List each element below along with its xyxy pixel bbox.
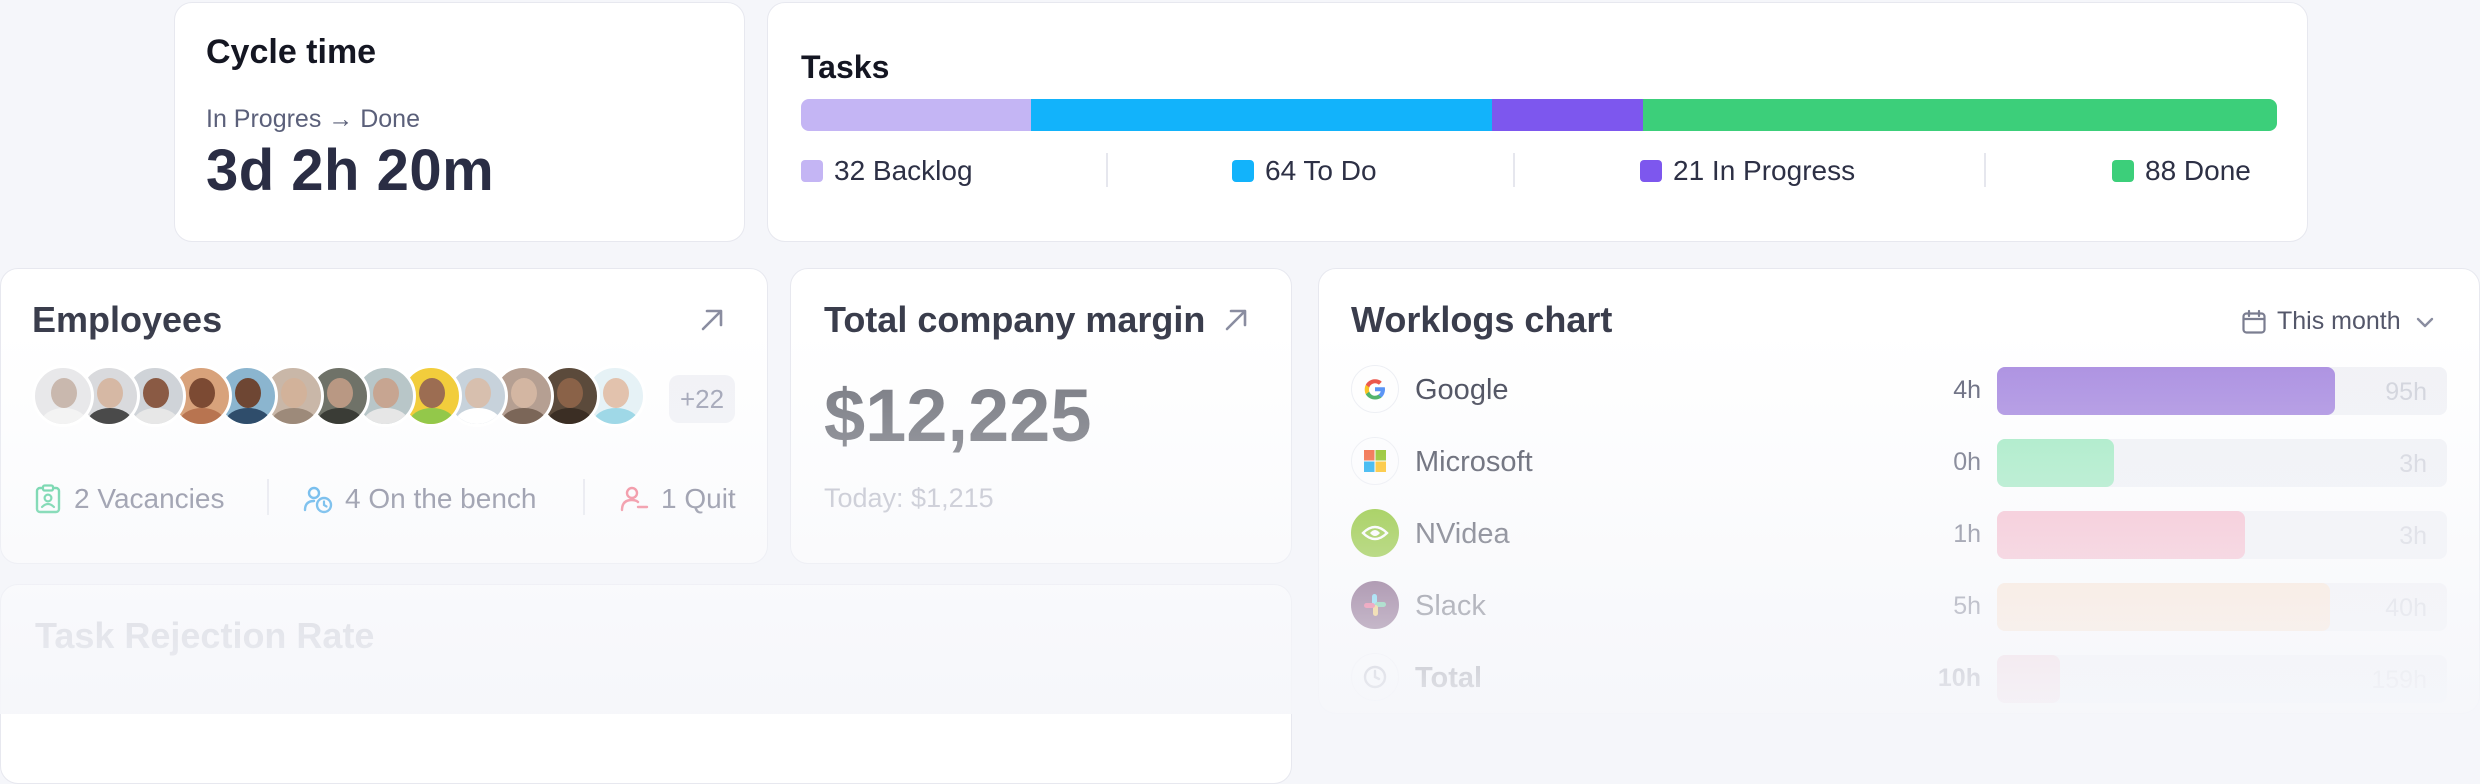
arrow-up-right-icon[interactable] — [1221, 305, 1251, 335]
legend-label: 88 Done — [2145, 155, 2251, 186]
worklog-bar-fill — [1997, 511, 2245, 559]
worklog-row-microsoft[interactable]: Microsoft 0h 3h — [1351, 437, 2463, 487]
avatar-group[interactable] — [32, 365, 652, 429]
employees-card: Employees +22 2 Vacancies 4 On the bench… — [0, 268, 768, 564]
worklog-company-name: NVidea — [1415, 518, 1510, 550]
worklog-total-label: Total — [1415, 662, 1483, 694]
legend-divider — [1513, 153, 1515, 187]
microsoft-logo-icon — [1351, 437, 1399, 485]
worklog-total: 159h — [2371, 666, 2427, 694]
worklog-bar-track: 40h — [1997, 583, 2447, 631]
avatar[interactable] — [32, 365, 94, 427]
tasks-bar-backlog[interactable] — [801, 99, 1032, 131]
worklog-company-name: Google — [1415, 374, 1509, 406]
worklog-hours: 1h — [1953, 520, 1981, 548]
worklog-bar-track: 3h — [1997, 511, 2447, 559]
worklog-hours: 4h — [1953, 376, 1981, 404]
tasks-title: Tasks — [801, 49, 890, 85]
worklog-row-nvidea[interactable]: NVidea 1h 3h — [1351, 509, 2463, 559]
task-rejection-title: Task Rejection Rate — [35, 615, 375, 656]
period-label: This month — [2277, 307, 2401, 335]
task-rejection-card: Task Rejection Rate — [0, 584, 1292, 784]
legend-label: 64 To Do — [1265, 155, 1377, 186]
quit-label: 1 Quit — [661, 483, 736, 514]
user-clock-icon — [303, 486, 333, 514]
cycle-time-card: Cycle time In Progres → Done 3d 2h 20m — [174, 2, 745, 242]
legend-swatch — [1640, 160, 1662, 182]
margin-card: Total company margin $12,225 Today: $1,2… — [790, 268, 1292, 564]
quit-stat: 1 Quit — [619, 483, 736, 515]
cycle-time-value: 3d 2h 20m — [206, 138, 495, 203]
arrow-up-right-icon[interactable] — [697, 305, 727, 335]
stat-divider — [267, 479, 269, 515]
worklog-row-google[interactable]: Google 4h 95h — [1351, 365, 2463, 415]
worklog-hours: 10h — [1937, 664, 1981, 692]
worklog-bar-track: 159h — [1997, 655, 2447, 703]
worklog-total: 40h — [2385, 594, 2427, 622]
legend-label: 21 In Progress — [1673, 155, 1856, 186]
slack-logo-icon — [1351, 581, 1399, 629]
user-minus-icon — [620, 486, 649, 512]
legend-in-progress: 21 In Progress — [1640, 155, 1855, 187]
tasks-bar-done[interactable] — [1643, 99, 2277, 131]
margin-value: $12,225 — [824, 374, 1092, 457]
tasks-card: Tasks 32 Backlog 64 To Do 21 In Progress… — [767, 2, 2308, 242]
calendar-icon — [2242, 309, 2266, 334]
worklog-total: 3h — [2399, 450, 2427, 478]
clock-icon — [1351, 653, 1399, 701]
nvidia-logo-icon — [1351, 509, 1399, 557]
worklog-bar-track: 95h — [1997, 367, 2447, 415]
tasks-bar-todo[interactable] — [1031, 99, 1493, 131]
legend-divider — [1984, 153, 1986, 187]
worklog-row-slack[interactable]: Slack 5h 40h — [1351, 581, 2463, 631]
legend-swatch — [801, 160, 823, 182]
worklog-bar-fill — [1997, 367, 2335, 415]
legend-todo: 64 To Do — [1232, 155, 1377, 187]
worklogs-title: Worklogs chart — [1351, 299, 1613, 340]
worklog-hours: 0h — [1953, 448, 1981, 476]
legend-swatch — [1232, 160, 1254, 182]
worklogs-card: Worklogs chart This month Google 4h 95h — [1318, 268, 2480, 714]
vacancies-label: 2 Vacancies — [74, 483, 225, 514]
vacancies-stat: 2 Vacancies — [34, 483, 224, 515]
clipboard-user-icon — [35, 484, 61, 514]
legend-swatch — [2112, 160, 2134, 182]
cycle-time-subtitle: In Progres → Done — [206, 105, 420, 133]
legend-divider — [1106, 153, 1108, 187]
tasks-stacked-bar — [801, 99, 2277, 131]
bench-stat: 4 On the bench — [303, 483, 536, 515]
worklog-company-name: Microsoft — [1415, 446, 1533, 478]
cycle-time-title: Cycle time — [206, 33, 377, 71]
employees-title: Employees — [32, 299, 223, 340]
legend-label: 32 Backlog — [834, 155, 973, 186]
period-dropdown[interactable]: This month — [2241, 307, 2445, 336]
legend-done: 88 Done — [2112, 155, 2251, 187]
worklog-total: 3h — [2399, 522, 2427, 550]
worklog-bar-fill — [1997, 655, 2060, 703]
worklog-company-name: Slack — [1415, 590, 1486, 622]
chevron-down-icon — [2416, 317, 2433, 327]
worklog-row-total: Total 10h 159h — [1351, 653, 2463, 703]
worklog-bar-track: 3h — [1997, 439, 2447, 487]
worklog-total: 95h — [2385, 378, 2427, 406]
margin-today: Today: $1,215 — [824, 483, 994, 513]
stat-divider — [583, 479, 585, 515]
margin-title: Total company margin — [824, 299, 1206, 340]
legend-backlog: 32 Backlog — [801, 155, 973, 187]
worklog-bar-fill — [1997, 583, 2330, 631]
bench-label: 4 On the bench — [345, 483, 537, 514]
tasks-bar-in-progress[interactable] — [1492, 99, 1644, 131]
worklog-hours: 5h — [1953, 592, 1981, 620]
more-employees-badge[interactable]: +22 — [669, 375, 735, 423]
worklog-bar-fill — [1997, 439, 2114, 487]
google-logo-icon — [1351, 365, 1399, 413]
